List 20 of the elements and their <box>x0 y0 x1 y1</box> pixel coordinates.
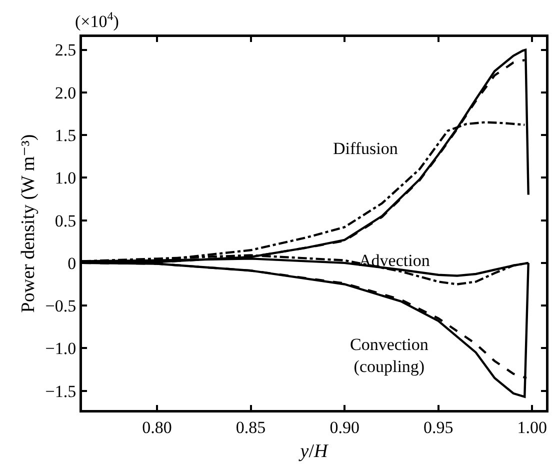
y-tick-label: −1.0 <box>45 339 76 358</box>
y-tick-label: 1.0 <box>54 168 76 188</box>
x-tick-label: 1.00 <box>517 418 547 437</box>
y-tick-label: 2.5 <box>54 40 76 60</box>
y-tick-label: 2.0 <box>54 83 76 102</box>
y-tick-label: 0 <box>68 254 76 273</box>
y-tick-label: 0.5 <box>54 211 76 230</box>
y-axis-title: Power density (W m⁻³) <box>18 134 39 313</box>
annotation: Diffusion <box>333 139 398 158</box>
x-tick-label: 0.90 <box>330 418 360 437</box>
text: (×10$^{4}$) <box>75 9 119 32</box>
y-tick-label: −1.5 <box>45 382 76 401</box>
x-tick-label: 0.95 <box>423 418 454 437</box>
annotation: Convection (coupling) <box>350 335 429 376</box>
x-tick-label: 0.85 <box>236 418 266 437</box>
y-tick-label: −0.5 <box>45 296 76 316</box>
x-tick-label: 0.80 <box>142 418 172 437</box>
y-tick-label: 1.5 <box>54 126 76 145</box>
annotation: Advection <box>359 251 430 270</box>
x-axis-title: y/H <box>298 440 329 462</box>
